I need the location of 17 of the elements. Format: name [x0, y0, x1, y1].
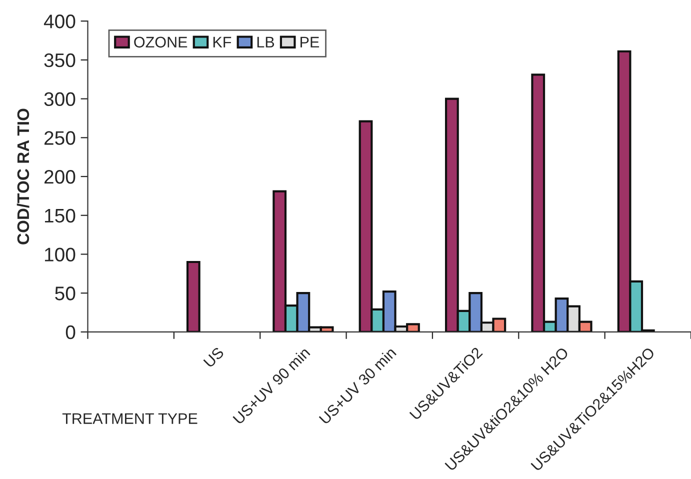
x-axis-title: TREATMENT TYPE	[62, 413, 198, 424]
y-tick-label: 250	[44, 131, 76, 145]
legend-label: PE	[300, 36, 320, 48]
y-tick-label: 100	[44, 248, 76, 262]
y-tick-label: 150	[44, 208, 76, 223]
y-tick-label: 400	[44, 14, 76, 28]
legend-label: OZONE	[134, 36, 188, 48]
legend-label: KF	[213, 36, 232, 48]
legend-label: LB	[257, 36, 274, 48]
bar	[186, 260, 200, 332]
x-tick-label: US	[203, 346, 224, 368]
y-tick-label: 350	[44, 53, 76, 68]
y-tick-label: 50	[55, 286, 76, 300]
y-tick-label: 200	[44, 170, 76, 184]
y-tick-label: 300	[44, 92, 76, 106]
y-tick-label: 0	[66, 325, 76, 340]
y-axis-title: COD/TOC RA TIO	[16, 108, 30, 244]
